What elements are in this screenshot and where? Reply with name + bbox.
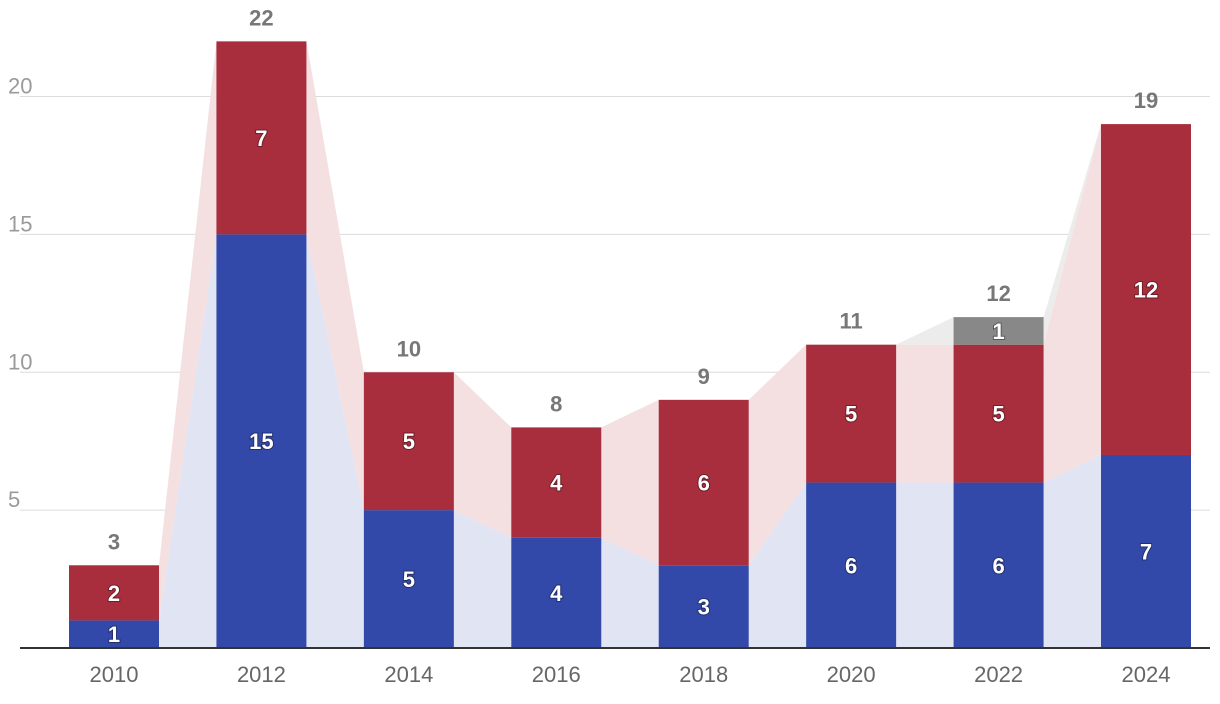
total-label-2022: 12 — [986, 281, 1010, 306]
bar-segment-red-2022 — [953, 344, 1044, 483]
connector-band-blue-2022-2024 — [1043, 454, 1101, 648]
connector-band-red-2014-2016 — [453, 372, 512, 538]
bar-segment-blue-2012 — [216, 234, 307, 648]
connector-band-red-2022-2024 — [1043, 124, 1101, 483]
connector-band-blue-2020-2022 — [896, 482, 954, 648]
segment-label-blue-2010: 1 — [108, 622, 120, 647]
segment-label-red-2010: 2 — [108, 581, 120, 606]
total-label-2016: 8 — [550, 391, 562, 416]
total-label-2018: 9 — [698, 364, 710, 389]
segment-label-red-2018: 6 — [698, 471, 710, 496]
x-tick-label-2020: 2020 — [827, 662, 876, 687]
bar-segment-blue-2014 — [363, 510, 454, 648]
segment-label-blue-2018: 3 — [698, 595, 710, 620]
bar-segment-red-2010 — [69, 565, 159, 621]
bar-segment-blue-2016 — [511, 537, 602, 648]
segment-label-red-2014: 5 — [403, 429, 415, 454]
segment-label-red-2016: 4 — [550, 471, 563, 496]
x-tick-label-2012: 2012 — [237, 662, 286, 687]
bar-segment-blue-2020 — [806, 482, 897, 648]
total-label-2012: 22 — [249, 5, 273, 30]
segment-label-red-2024: 12 — [1134, 278, 1158, 303]
x-tick-label-2022: 2022 — [974, 662, 1023, 687]
x-tick-label-2024: 2024 — [1122, 662, 1171, 687]
segment-label-red-2020: 5 — [845, 402, 857, 427]
bar-segment-blue-2010 — [69, 620, 159, 648]
bar-segment-red-2012 — [216, 41, 307, 235]
bar-segment-red-2018 — [658, 399, 749, 566]
x-tick-label-2014: 2014 — [384, 662, 433, 687]
connector-band-red-2012-2014 — [306, 41, 364, 511]
segment-label-blue-2012: 15 — [249, 429, 273, 454]
bar-segment-red-2024 — [1101, 124, 1191, 455]
bar-segment-red-2016 — [511, 427, 602, 538]
connector-band-red-2018-2020 — [748, 344, 807, 566]
bar-segment-blue-2022 — [953, 482, 1044, 648]
connector-band-gray-2020-2022 — [896, 317, 954, 345]
bar-segment-gray-2022 — [953, 317, 1044, 345]
segment-label-gray-2022: 1 — [992, 319, 1004, 344]
x-tick-label-2010: 2010 — [90, 662, 139, 687]
connector-band-red-2020-2022 — [896, 344, 954, 483]
x-tick-label-2016: 2016 — [532, 662, 581, 687]
connector-band-blue-2018-2020 — [748, 482, 807, 648]
connector-band-red-2016-2018 — [601, 399, 659, 566]
total-label-2010: 3 — [108, 529, 120, 554]
total-label-2020: 11 — [840, 309, 863, 334]
bar-segment-red-2020 — [806, 344, 897, 483]
total-label-2024: 19 — [1134, 88, 1158, 113]
connector-band-blue-2012-2014 — [306, 234, 364, 648]
y-tick-label-10: 10 — [8, 349, 32, 374]
segment-label-blue-2024: 7 — [1140, 539, 1152, 564]
total-label-2014: 10 — [397, 336, 421, 361]
connector-band-gray-2022-2024 — [1043, 124, 1101, 345]
connector-band-red-2010-2012 — [159, 41, 217, 621]
y-tick-label-5: 5 — [8, 487, 20, 512]
bar-segment-blue-2018 — [658, 565, 749, 648]
connector-band-blue-2014-2016 — [453, 510, 512, 648]
y-tick-label-15: 15 — [8, 211, 32, 236]
segment-label-red-2022: 5 — [992, 402, 1004, 427]
bar-segment-blue-2024 — [1101, 454, 1191, 648]
connector-band-blue-2016-2018 — [601, 537, 659, 648]
segment-label-blue-2020: 6 — [845, 553, 857, 578]
segment-label-red-2012: 7 — [255, 126, 267, 151]
segment-label-blue-2014: 5 — [403, 567, 415, 592]
segment-label-blue-2022: 6 — [992, 553, 1004, 578]
y-tick-label-20: 20 — [8, 74, 32, 99]
segment-label-blue-2016: 4 — [550, 581, 563, 606]
connector-band-blue-2010-2012 — [159, 234, 217, 648]
x-tick-label-2018: 2018 — [679, 662, 728, 687]
bar-segment-red-2014 — [363, 372, 454, 511]
